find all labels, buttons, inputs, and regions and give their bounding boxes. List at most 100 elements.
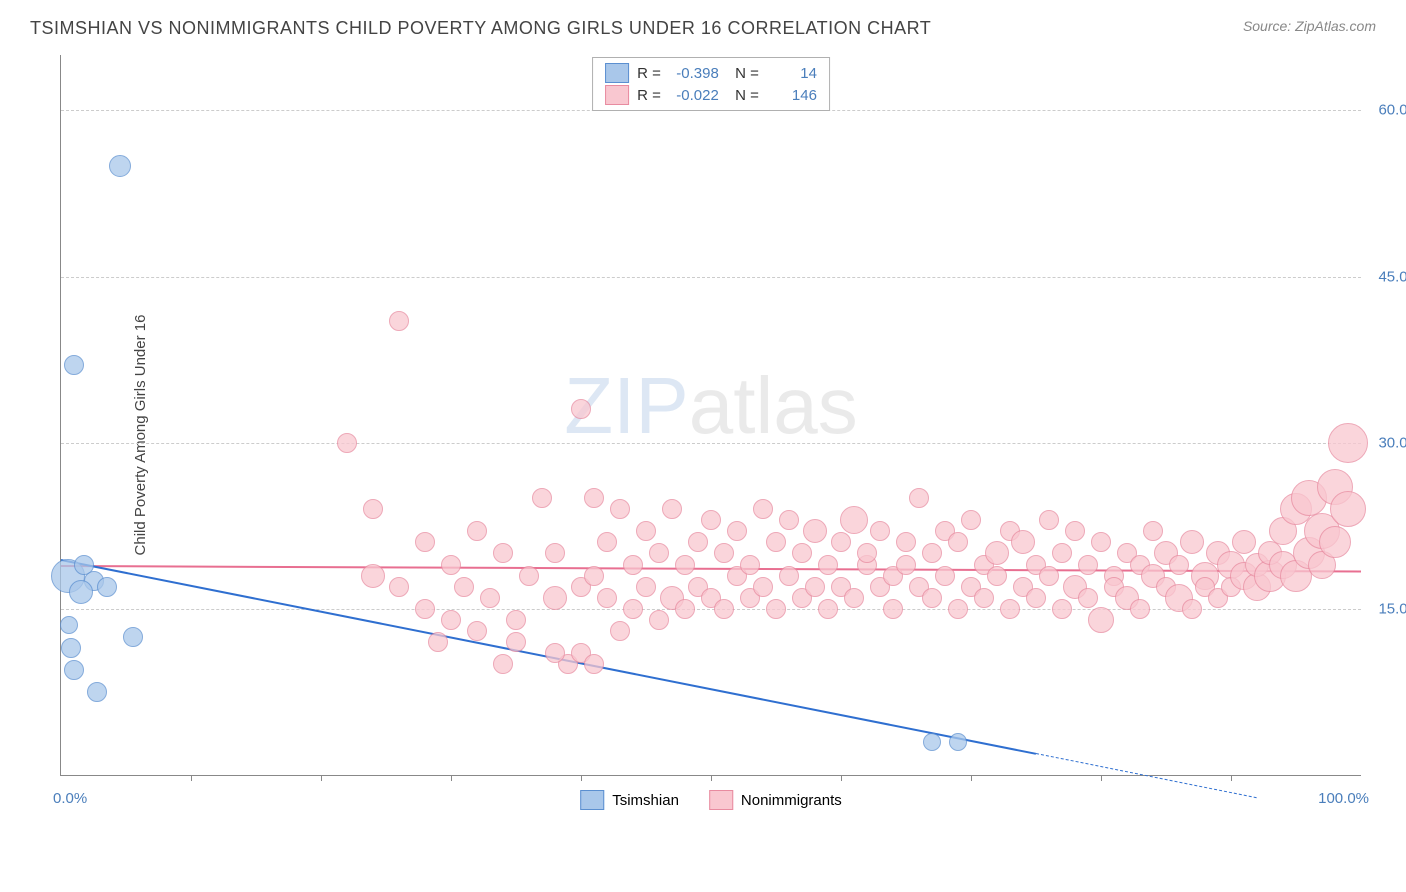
gridline: [61, 277, 1361, 278]
x-tick: [321, 775, 322, 781]
x-tick: [581, 775, 582, 781]
x-tick: [711, 775, 712, 781]
chart-title: TSIMSHIAN VS NONIMMIGRANTS CHILD POVERTY…: [30, 18, 931, 39]
stats-legend: R = -0.398 N = 14 R = -0.022 N = 146: [592, 57, 830, 111]
y-tick-label: 30.0%: [1366, 434, 1406, 451]
source-name: ZipAtlas.com: [1295, 18, 1376, 34]
source-attribution: Source: ZipAtlas.com: [1243, 18, 1376, 34]
n-label: N =: [727, 65, 759, 82]
data-point-pink: [454, 577, 474, 597]
data-point-pink: [493, 654, 513, 674]
data-point-pink: [1091, 532, 1111, 552]
data-point-pink: [1052, 543, 1072, 563]
swatch-blue: [580, 790, 604, 810]
data-point-pink: [805, 577, 825, 597]
n-value-pink: 146: [767, 87, 817, 104]
x-axis-min-label: 0.0%: [53, 790, 87, 807]
data-point-blue: [61, 638, 81, 658]
data-point-pink: [922, 588, 942, 608]
legend-item-pink: Nonimmigrants: [709, 790, 842, 810]
swatch-pink: [709, 790, 733, 810]
x-tick: [1231, 775, 1232, 781]
data-point-pink: [675, 555, 695, 575]
data-point-pink: [662, 499, 682, 519]
data-point-pink: [571, 399, 591, 419]
legend-label-nonimmigrants: Nonimmigrants: [741, 792, 842, 809]
data-point-pink: [948, 532, 968, 552]
data-point-pink: [1328, 423, 1368, 463]
data-point-pink: [441, 610, 461, 630]
data-point-blue: [64, 660, 84, 680]
data-point-pink: [1052, 599, 1072, 619]
data-point-pink: [766, 532, 786, 552]
data-point-pink: [415, 532, 435, 552]
data-point-pink: [519, 566, 539, 586]
data-point-pink: [1319, 526, 1351, 558]
data-point-pink: [415, 599, 435, 619]
x-tick: [1101, 775, 1102, 781]
data-point-pink: [1143, 521, 1163, 541]
data-point-pink: [1039, 510, 1059, 530]
data-point-pink: [818, 555, 838, 575]
data-point-pink: [1039, 566, 1059, 586]
data-point-pink: [610, 621, 630, 641]
data-point-blue: [923, 733, 941, 751]
data-point-pink: [493, 543, 513, 563]
x-tick: [451, 775, 452, 781]
data-point-pink: [506, 610, 526, 630]
data-point-pink: [636, 577, 656, 597]
data-point-pink: [389, 311, 409, 331]
y-tick-label: 45.0%: [1366, 268, 1406, 285]
y-tick-label: 60.0%: [1366, 102, 1406, 119]
data-point-pink: [753, 577, 773, 597]
data-point-pink: [623, 555, 643, 575]
data-point-pink: [1011, 530, 1035, 554]
x-tick: [971, 775, 972, 781]
data-point-pink: [857, 543, 877, 563]
plot-region: ZIPatlas R = -0.398 N = 14 R = -0.022 N …: [60, 55, 1361, 776]
data-point-pink: [961, 510, 981, 530]
data-point-pink: [649, 610, 669, 630]
data-point-pink: [883, 599, 903, 619]
data-point-pink: [714, 599, 734, 619]
watermark-atlas: atlas: [689, 361, 858, 450]
data-point-pink: [584, 654, 604, 674]
data-point-pink: [1078, 555, 1098, 575]
data-point-blue: [949, 733, 967, 751]
chart-area: Child Poverty Among Girls Under 16 ZIPat…: [50, 55, 1380, 815]
trend-line-pink: [61, 565, 1361, 573]
data-point-pink: [896, 532, 916, 552]
data-point-blue: [87, 682, 107, 702]
data-point-pink: [935, 566, 955, 586]
stats-row-blue: R = -0.398 N = 14: [605, 62, 817, 84]
data-point-pink: [480, 588, 500, 608]
source-prefix: Source:: [1243, 18, 1295, 34]
data-point-pink: [714, 543, 734, 563]
data-point-pink: [361, 564, 385, 588]
legend-item-blue: Tsimshian: [580, 790, 679, 810]
data-point-pink: [948, 599, 968, 619]
data-point-pink: [1330, 491, 1366, 527]
data-point-pink: [985, 541, 1009, 565]
data-point-blue: [97, 577, 117, 597]
gridline: [61, 443, 1361, 444]
data-point-pink: [1180, 530, 1204, 554]
data-point-pink: [337, 433, 357, 453]
data-point-pink: [1000, 599, 1020, 619]
data-point-pink: [870, 521, 890, 541]
data-point-pink: [779, 510, 799, 530]
data-point-pink: [441, 555, 461, 575]
data-point-pink: [1182, 599, 1202, 619]
data-point-pink: [363, 499, 383, 519]
data-point-blue: [109, 155, 131, 177]
data-point-pink: [675, 599, 695, 619]
data-point-pink: [840, 506, 868, 534]
data-point-pink: [1232, 530, 1256, 554]
data-point-pink: [1130, 599, 1150, 619]
data-point-pink: [779, 566, 799, 586]
data-point-pink: [909, 488, 929, 508]
data-point-blue: [69, 580, 93, 604]
data-point-pink: [389, 577, 409, 597]
trend-line-blue-dashed: [1036, 753, 1257, 798]
data-point-pink: [1065, 521, 1085, 541]
